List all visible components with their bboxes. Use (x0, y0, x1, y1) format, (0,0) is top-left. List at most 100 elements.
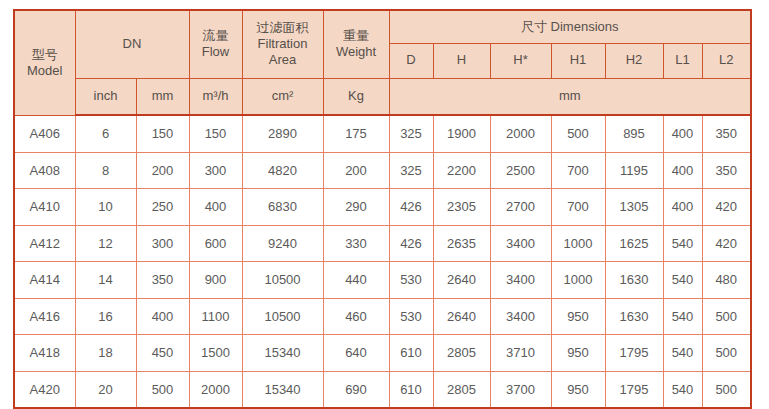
header-flow-en: Flow (192, 44, 240, 60)
table-cell: 3400 (490, 262, 551, 299)
header-weight-zh: 重量 (326, 28, 387, 44)
table-cell: 3400 (490, 298, 551, 335)
table-cell: 950 (551, 335, 605, 372)
table-cell: 640 (323, 335, 389, 372)
table-cell: 330 (323, 225, 389, 262)
table-row: A412 12 300 600 9240 330 426 2635 3400 1… (14, 225, 751, 262)
cell-model: A420 (14, 371, 75, 408)
table-cell: 1000 (551, 262, 605, 299)
table-cell: 895 (605, 115, 663, 152)
table-cell: 1795 (605, 371, 663, 408)
table-cell: 2805 (433, 335, 490, 372)
table-cell: 8 (75, 152, 136, 189)
table-cell: 2305 (433, 189, 490, 226)
table-cell: 14 (75, 262, 136, 299)
table-cell: 500 (702, 371, 751, 408)
table-cell: 420 (702, 225, 751, 262)
header-row-1: 型号 Model DN 流量 Flow 过滤面积 Filtration Area… (14, 10, 751, 43)
table-cell: 290 (323, 189, 389, 226)
table-cell: 2200 (433, 152, 490, 189)
table-cell: 480 (702, 262, 751, 299)
table-cell: 325 (389, 152, 433, 189)
header-row-3: inch mm m³/h cm² Kg mm (14, 78, 751, 115)
header-filtration-area: 过滤面积 Filtration Area (242, 10, 323, 78)
cell-model: A406 (14, 115, 75, 152)
table-cell: 500 (702, 298, 751, 335)
table-cell: 1630 (605, 298, 663, 335)
table-cell: 350 (136, 262, 189, 299)
table-row: A420 20 500 2000 15340 690 610 2805 3700… (14, 371, 751, 408)
table-cell: 20 (75, 371, 136, 408)
table-cell: 6 (75, 115, 136, 152)
table-cell: 1630 (605, 262, 663, 299)
table-cell: 610 (389, 335, 433, 372)
cell-model: A416 (14, 298, 75, 335)
table-cell: 10500 (242, 262, 323, 299)
header-weight: 重量 Weight (323, 10, 389, 78)
table-cell: 300 (189, 152, 242, 189)
table-cell: 350 (702, 152, 751, 189)
table-header: 型号 Model DN 流量 Flow 过滤面积 Filtration Area… (14, 10, 751, 115)
header-model-en: Model (17, 63, 73, 79)
table-cell: 530 (389, 262, 433, 299)
table-cell: 950 (551, 371, 605, 408)
table-cell: 700 (551, 152, 605, 189)
table-cell: 6830 (242, 189, 323, 226)
header-weight-en: Weight (326, 44, 387, 60)
table-cell: 950 (551, 298, 605, 335)
table-cell: 350 (702, 115, 751, 152)
table-row: A416 16 400 1100 10500 460 530 2640 3400… (14, 298, 751, 335)
table-row: A406 6 150 150 2890 175 325 1900 2000 50… (14, 115, 751, 152)
table-cell: 440 (323, 262, 389, 299)
table-cell: 400 (189, 189, 242, 226)
table-cell: 1100 (189, 298, 242, 335)
table-row: A414 14 350 900 10500 440 530 2640 3400 … (14, 262, 751, 299)
table-cell: 3700 (490, 371, 551, 408)
header-dim-l2: L2 (702, 43, 751, 78)
table-row: A418 18 450 1500 15340 640 610 2805 3710… (14, 335, 751, 372)
table-row: A408 8 200 300 4820 200 325 2200 2500 70… (14, 152, 751, 189)
table-cell: 400 (136, 298, 189, 335)
table-cell: 18 (75, 335, 136, 372)
spec-table: 型号 Model DN 流量 Flow 过滤面积 Filtration Area… (13, 9, 752, 409)
table-cell: 600 (189, 225, 242, 262)
table-cell: 2640 (433, 262, 490, 299)
table-cell: 15340 (242, 371, 323, 408)
table-cell: 10500 (242, 298, 323, 335)
table-cell: 175 (323, 115, 389, 152)
table-cell: 2640 (433, 298, 490, 335)
header-dim-l1: L1 (663, 43, 702, 78)
cell-model: A410 (14, 189, 75, 226)
table-cell: 3400 (490, 225, 551, 262)
table-cell: 10 (75, 189, 136, 226)
table-cell: 2500 (490, 152, 551, 189)
table-cell: 400 (663, 115, 702, 152)
table-cell: 200 (323, 152, 389, 189)
cell-model: A414 (14, 262, 75, 299)
table-cell: 325 (389, 115, 433, 152)
header-model: 型号 Model (14, 10, 75, 115)
unit-flow: m³/h (189, 78, 242, 115)
table-cell: 1795 (605, 335, 663, 372)
table-cell: 530 (389, 298, 433, 335)
table-cell: 900 (189, 262, 242, 299)
table-cell: 540 (663, 371, 702, 408)
header-model-zh: 型号 (17, 47, 73, 63)
cell-model: A418 (14, 335, 75, 372)
table-cell: 500 (136, 371, 189, 408)
table-cell: 460 (323, 298, 389, 335)
table-row: A410 10 250 400 6830 290 426 2305 2700 7… (14, 189, 751, 226)
header-dim-hstar: H* (490, 43, 551, 78)
table-cell: 690 (323, 371, 389, 408)
table-cell: 700 (551, 189, 605, 226)
table-cell: 3710 (490, 335, 551, 372)
table-cell: 200 (136, 152, 189, 189)
unit-weight: Kg (323, 78, 389, 115)
page: 型号 Model DN 流量 Flow 过滤面积 Filtration Area… (0, 0, 769, 409)
cell-model: A412 (14, 225, 75, 262)
table-cell: 540 (663, 262, 702, 299)
table-cell: 2635 (433, 225, 490, 262)
table-cell: 540 (663, 225, 702, 262)
header-flow: 流量 Flow (189, 10, 242, 78)
header-filtration-zh: 过滤面积 (245, 20, 321, 36)
